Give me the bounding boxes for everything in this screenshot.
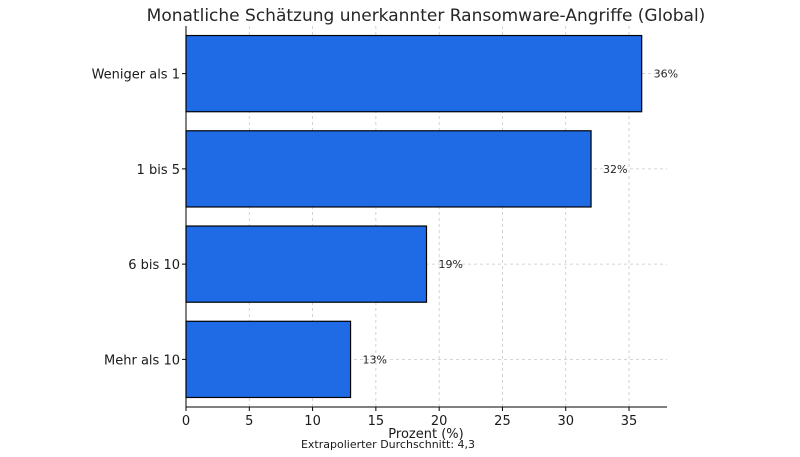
x-tick-label: 15 <box>368 414 385 429</box>
bar-3 <box>185 225 428 303</box>
bar-1 <box>185 34 643 113</box>
y-tick-label: 6 bis 10 <box>128 258 180 273</box>
x-tick-label: 25 <box>494 414 511 429</box>
bar-layer <box>185 34 643 399</box>
x-tick-label: 5 <box>245 414 253 429</box>
data-label: 32% <box>603 163 627 176</box>
x-tick-layer: 0 5 10 15 20 25 30 35 <box>182 407 637 429</box>
data-label: 19% <box>439 258 463 271</box>
y-tick-label: Mehr als 10 <box>104 353 180 368</box>
x-tick-label: 0 <box>182 414 190 429</box>
y-tick-label: 1 bis 5 <box>137 163 180 178</box>
chart-title: Monatliche Schätzung unerkannter Ransomw… <box>147 6 706 26</box>
bar-4 <box>185 320 352 399</box>
x-tick-label: 35 <box>621 414 638 429</box>
x-tick-label: 10 <box>304 414 321 429</box>
axis-layer <box>185 26 667 408</box>
bar-2 <box>185 130 592 208</box>
y-tick-layer: Weniger als 1 1 bis 5 6 bis 10 Mehr als 10 <box>92 68 186 368</box>
data-label: 13% <box>363 353 387 366</box>
x-tick-label: 20 <box>431 414 448 429</box>
x-tick-label: 30 <box>557 414 574 429</box>
x-axis-label: Prozent (%) <box>388 427 463 442</box>
data-label: 36% <box>654 68 678 81</box>
footnote: Extrapolierter Durchschnitt: 4,3 <box>301 438 475 451</box>
data-label-layer: 36% 32% 19% 13% <box>363 68 679 367</box>
y-tick-label: Weniger als 1 <box>92 68 180 83</box>
